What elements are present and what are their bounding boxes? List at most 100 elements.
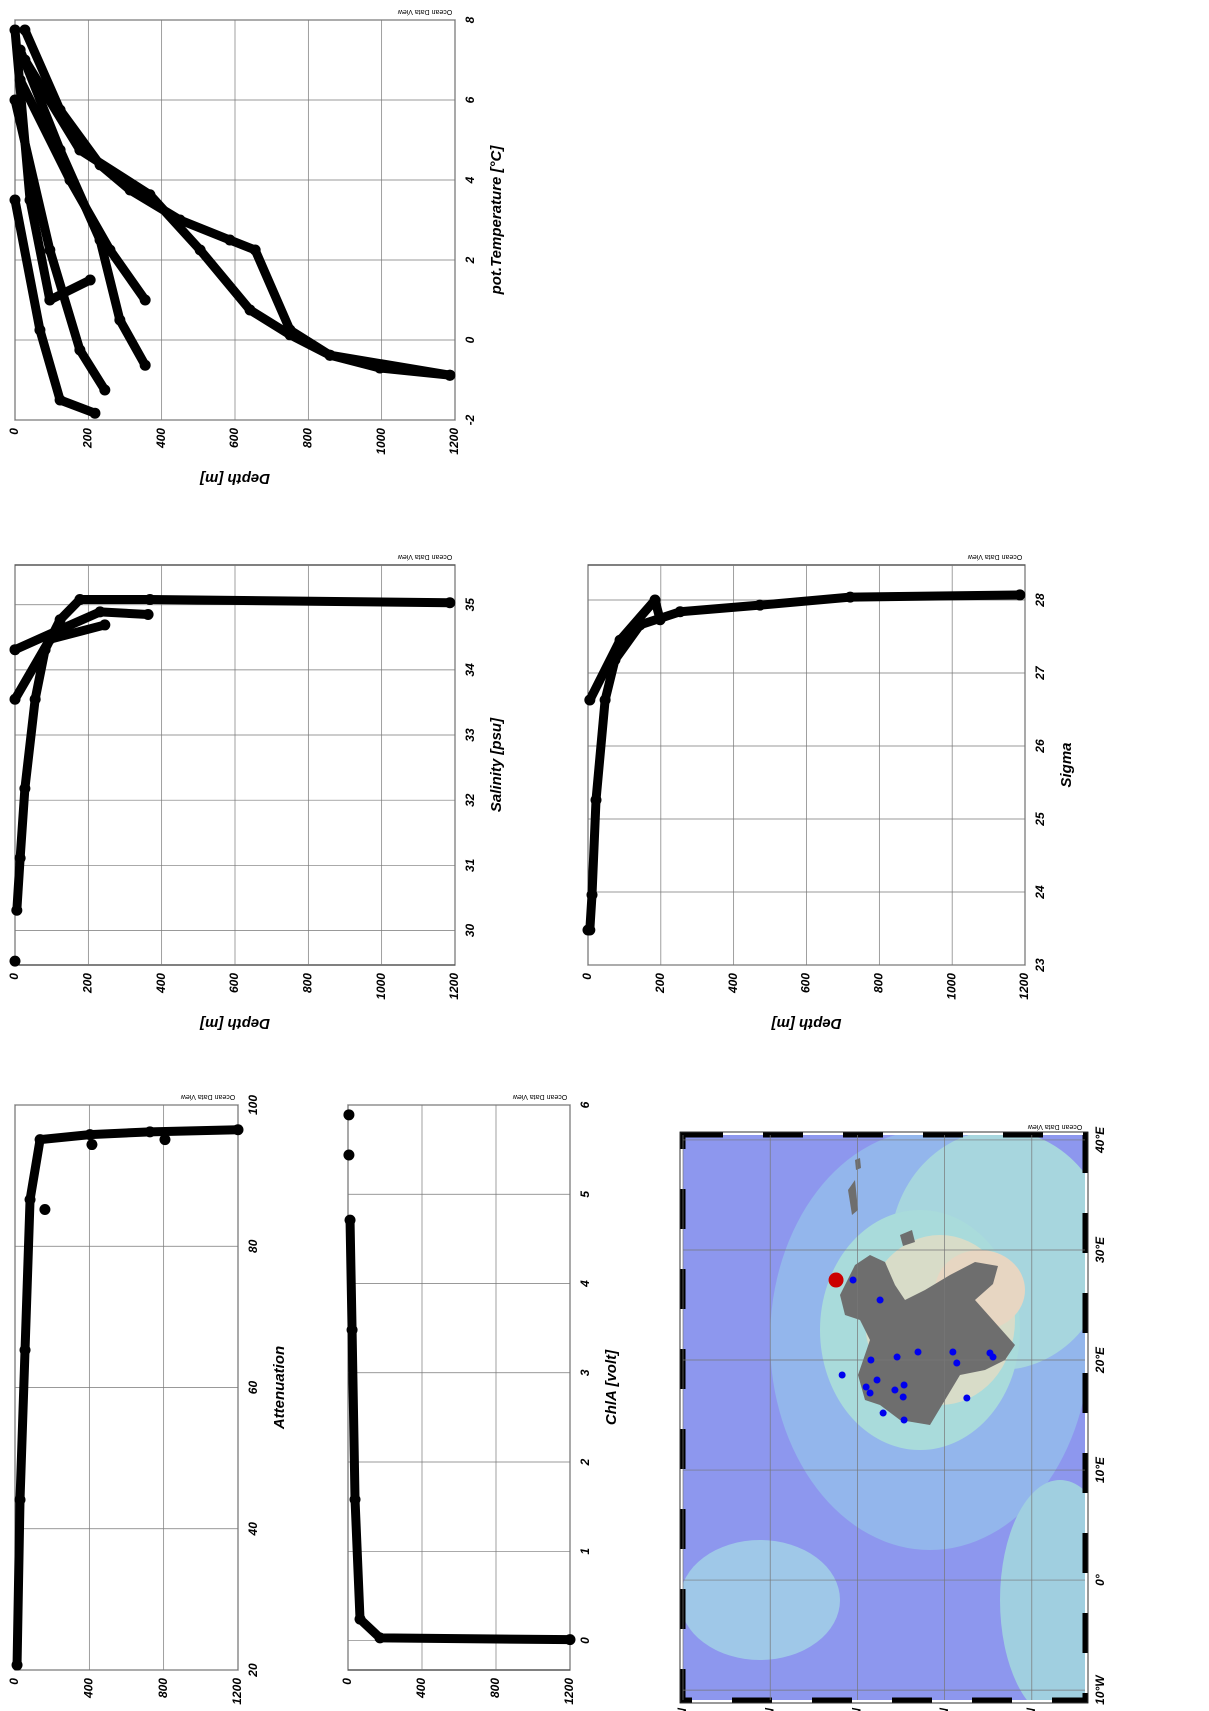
data-point [285,329,296,340]
data-point [343,1109,354,1120]
data-point [19,25,30,36]
x-tick-label: 1200 [562,1678,576,1705]
y-tick-label: 30°E [1093,1236,1107,1263]
y-tick-label: 28 [1033,593,1047,608]
data-point [11,905,22,916]
y-tick-label: 25 [1033,812,1047,827]
watermark: Ocean Data View [397,553,452,560]
y-tick-label: 23 [1033,958,1047,973]
x-tick-label: 200 [81,973,95,994]
x-tick-label: 0 [7,1678,21,1685]
y-tick-label: 4 [463,176,477,184]
page: 020040060080010001200-202468Depth [m]pot… [0,0,1209,1711]
x-tick-label: 400 [82,1678,96,1699]
station [891,1387,898,1394]
data-point [444,597,455,608]
y-tick-label: 80 [246,1239,260,1253]
x-tick-label: 0 [580,973,594,980]
y-tick-label: 6 [578,1101,592,1108]
data-point [99,385,110,396]
x-tick-label: 1200 [447,973,461,1000]
x-tick-label: 800 [156,1678,170,1698]
y-tick-label: 35 [463,598,477,612]
data-point [39,1204,50,1215]
x-tick-label: 800 [301,428,315,448]
station [953,1359,960,1366]
x-tick-label: 78°N [937,1708,951,1711]
x-tick-label: 400 [154,973,168,994]
watermark: Ocean Data View [180,1093,235,1100]
station [877,1297,884,1304]
station [867,1390,874,1397]
data-point [565,1634,576,1645]
data-point [10,195,21,206]
data-point [1014,589,1025,600]
data-point [55,395,66,406]
x-tick-label: 600 [227,973,241,993]
station [894,1354,901,1361]
data-point [245,305,256,316]
x-tick-label: 200 [81,428,95,449]
x-axis-title: Depth [m] [199,470,270,487]
y-tick-label: 26 [1033,739,1047,754]
y-tick-label: 6 [463,96,477,103]
data-point [375,1632,386,1643]
station [915,1348,922,1355]
data-point [845,592,856,603]
y-tick-label: 34 [463,663,477,677]
x-tick-label: 1000 [944,973,958,1000]
chart-panel: 040080012000123456Depth [m]ChlA [volt]Oc… [340,1093,620,1711]
x-tick-label: 800 [488,1678,502,1698]
y-tick-label: 100 [246,1095,260,1115]
x-tick-label: 0 [340,1678,354,1685]
y-axis-title: Salinity [psu] [488,717,505,812]
station [867,1357,874,1364]
x-tick-label: 400 [414,1678,428,1699]
y-axis-title: pot.Temperature [°C] [488,145,505,296]
x-tick-label: 400 [154,428,168,449]
data-point [144,189,155,200]
data-point [30,694,41,705]
x-tick-label: 1200 [447,428,461,455]
station [900,1393,907,1400]
y-tick-label: 10°W [1093,1674,1107,1705]
plot-frame [348,1105,570,1670]
y-tick-label: 0 [578,1637,592,1644]
data-point [140,295,151,306]
x-axis-title: Depth [m] [771,1015,842,1032]
data-point [20,1345,31,1356]
data-point [86,1139,97,1150]
x-tick-label: 600 [799,973,813,993]
watermark: Ocean Data View [512,1093,567,1100]
data-point [195,245,206,256]
station [963,1394,970,1401]
station [850,1277,857,1284]
y-tick-label: 1 [578,1548,592,1555]
y-tick-label: 31 [463,858,477,872]
data-point [84,1129,95,1140]
y-tick-label: -2 [463,414,477,425]
station [839,1371,846,1378]
data-point [655,614,666,625]
data-point [74,345,85,356]
data-point [104,245,115,256]
y-axis-title: Attenuation [271,1346,288,1430]
data-point [85,275,96,286]
data-point [345,1215,356,1226]
data-point [159,1134,170,1145]
data-point [35,1134,46,1145]
x-tick-label: 82°N [762,1708,776,1711]
y-tick-label: 30 [463,923,477,937]
y-tick-label: 2 [578,1458,592,1466]
x-tick-label: 800 [872,973,886,993]
x-tick-label: 84°N [675,1708,689,1711]
data-point [754,600,765,611]
x-tick-label: 80°N [850,1708,864,1711]
chart-panel: 020040060080010001200303132333435Depth [… [7,553,505,1032]
data-point [10,644,21,655]
data-point [15,853,26,864]
data-point [250,245,261,256]
data-point [324,350,335,361]
y-tick-label: 60 [246,1381,260,1395]
